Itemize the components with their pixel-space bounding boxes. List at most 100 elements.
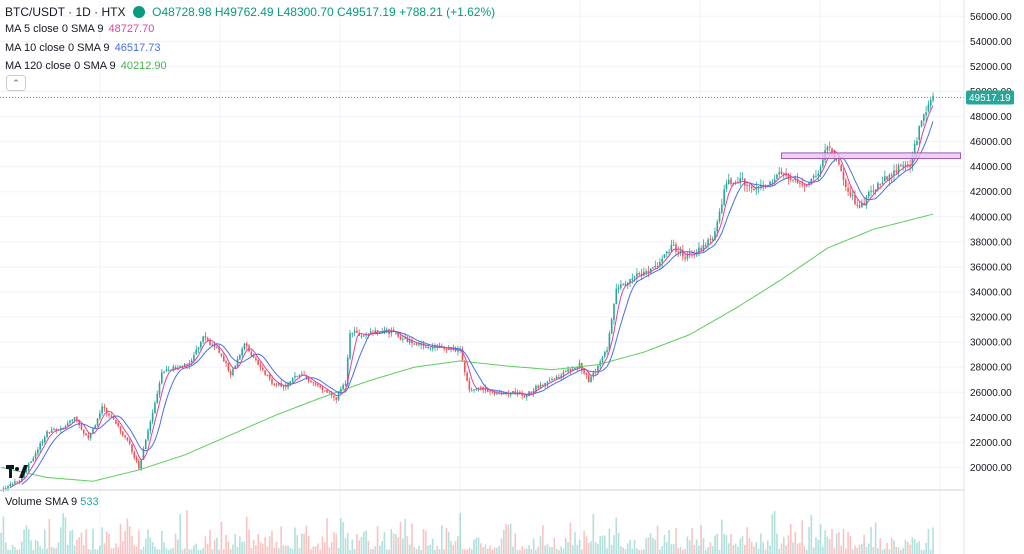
volume-bar (620, 546, 622, 554)
volume-bar (500, 538, 503, 554)
candle-body (647, 270, 650, 273)
candle-body (603, 351, 606, 357)
volume-bar (463, 549, 466, 554)
volume-bar (546, 543, 549, 554)
candle-body (71, 419, 74, 421)
volume-legend[interactable]: Volume SMA 9 533 (5, 496, 99, 508)
volume-bar (773, 510, 776, 554)
candle-body (601, 357, 604, 363)
volume-bar (204, 536, 207, 554)
volume-bar (783, 537, 785, 554)
candle-body (760, 185, 762, 187)
volume-bar (133, 545, 136, 554)
volume-bar (709, 542, 712, 554)
candle-body (500, 393, 503, 395)
volume-bar (351, 539, 354, 554)
volume-bar (617, 532, 620, 554)
ma10-label: MA 10 close 0 SMA 9 (5, 42, 110, 54)
volume-bar (0, 532, 2, 554)
candle-body (457, 349, 459, 352)
candle-body (884, 176, 886, 182)
volume-bar (787, 535, 790, 554)
candle-body (918, 126, 921, 140)
volume-bar (498, 546, 501, 554)
volume-bar (904, 539, 907, 554)
volume-bar (725, 534, 728, 554)
y-tick-label: 44000.00 (970, 162, 1012, 173)
ma120-legend[interactable]: MA 120 close 0 SMA 9 40212.90 (5, 60, 167, 72)
volume-bar (503, 529, 505, 554)
volume-bar (516, 549, 519, 554)
volume-bar (865, 547, 868, 554)
candle-body (211, 344, 214, 346)
candle-body (684, 257, 686, 259)
candle-body (870, 190, 872, 192)
candle-body (535, 385, 537, 392)
candle-body (310, 381, 312, 383)
candle-body (259, 364, 262, 368)
candle-body (707, 239, 709, 245)
candle-body (617, 287, 620, 290)
volume-bar (376, 526, 379, 554)
candle-body (227, 362, 230, 371)
volume-bar (677, 548, 680, 554)
market-status-icon (132, 6, 145, 18)
volume-bar (831, 529, 833, 554)
volume-bar (369, 549, 372, 554)
candle-body (890, 174, 893, 176)
candle-body (564, 371, 567, 373)
volume-bar (654, 539, 657, 554)
volume-bar (890, 538, 893, 554)
candle-body (53, 429, 55, 431)
volume-bar (840, 545, 843, 554)
volume-bar (268, 536, 271, 554)
volume-bar (491, 549, 494, 554)
candle-body (475, 388, 478, 390)
volume-bar (558, 549, 560, 554)
ma5-legend[interactable]: MA 5 close 0 SMA 9 48727.70 (5, 23, 154, 35)
candle-body (812, 175, 815, 178)
candle-body (691, 252, 693, 254)
candle-body (539, 384, 542, 388)
candle-body (154, 403, 156, 414)
volume-bar (275, 541, 278, 554)
candle-body (656, 265, 659, 267)
volume-bar (659, 549, 661, 554)
volume-bar (188, 549, 191, 554)
volume-bar (535, 549, 537, 554)
volume-bar (454, 541, 457, 554)
volume-bar (856, 547, 859, 554)
volume-bar (879, 538, 882, 554)
volume-bar (218, 549, 220, 554)
volume-bar (594, 542, 597, 554)
candle-body (794, 178, 797, 180)
volume-bar (301, 533, 303, 554)
volume-bar (404, 518, 406, 554)
volume-bar (789, 523, 792, 554)
candle-body (597, 366, 599, 372)
symbol-title[interactable]: BTC/USDT · 1D · HTX (5, 5, 126, 19)
candle-body (82, 429, 85, 434)
candle-body (220, 353, 223, 356)
volume-bar (649, 533, 652, 554)
candle-body (854, 195, 856, 205)
volume-bar (73, 545, 76, 554)
volume-bar (317, 543, 319, 554)
volume-bar (243, 541, 246, 554)
volume-bar (613, 535, 615, 554)
candle-body (48, 431, 51, 433)
volume-bar (555, 548, 558, 554)
ma10-legend[interactable]: MA 10 close 0 SMA 9 46517.73 (5, 42, 161, 54)
volume-bar (548, 546, 551, 554)
volume-bar (844, 548, 847, 554)
chevron-up-icon[interactable]: ⌃ (6, 75, 26, 91)
candle-body (909, 165, 911, 167)
volume-bar (514, 533, 517, 554)
candle-body (11, 483, 14, 485)
volume-bar (638, 549, 641, 554)
candle-body (808, 182, 810, 185)
candle-body (161, 372, 163, 384)
candle-body (273, 383, 276, 385)
candle-body (546, 381, 549, 384)
